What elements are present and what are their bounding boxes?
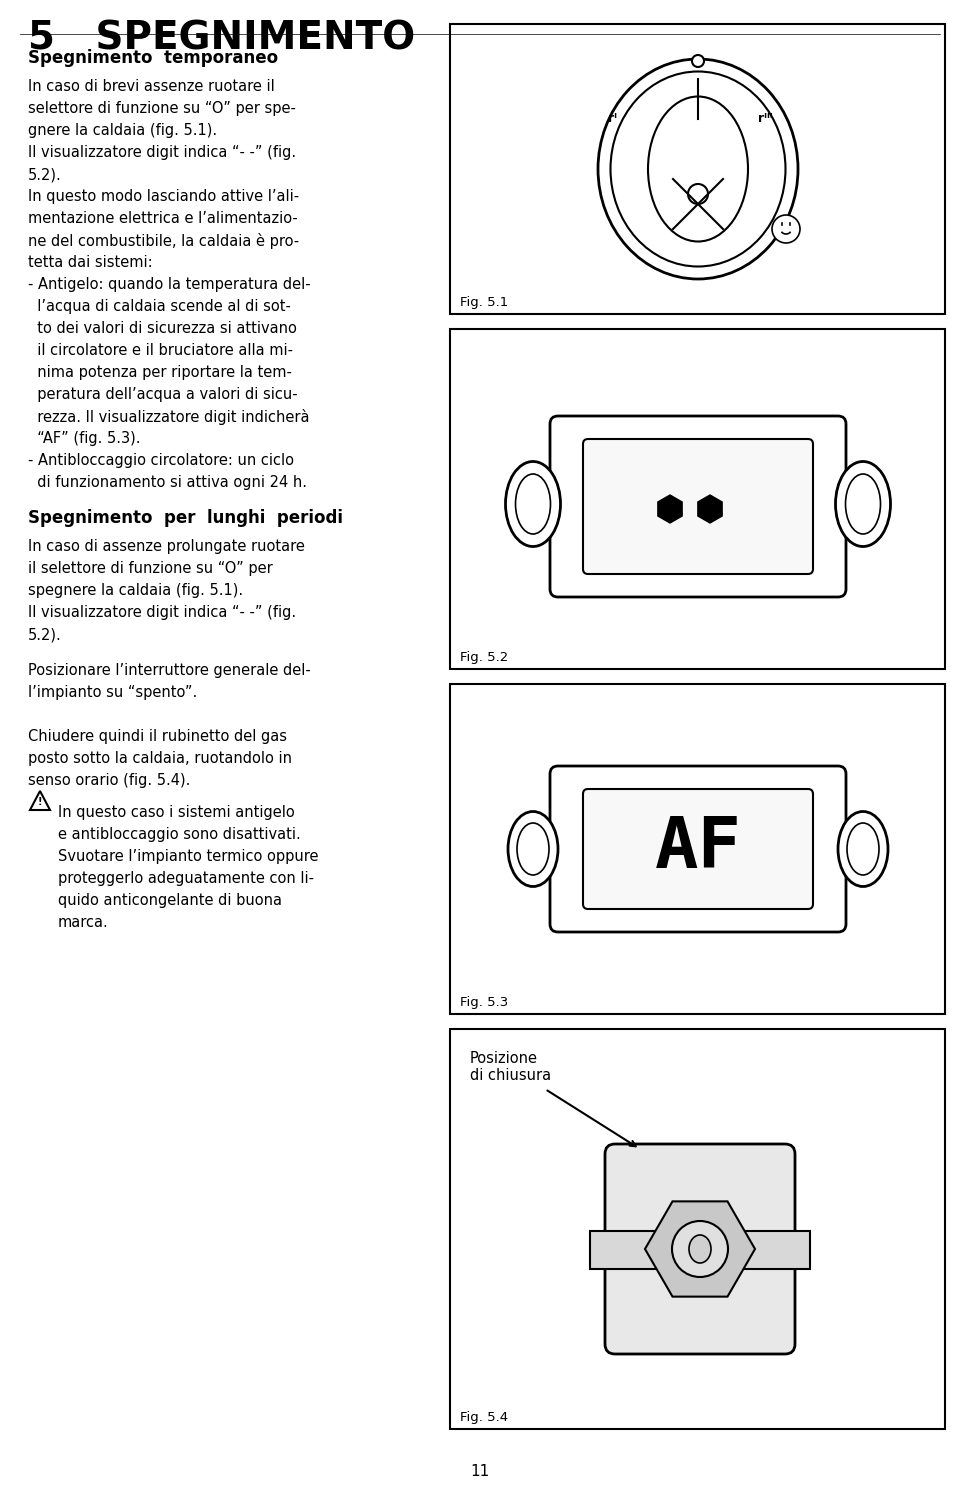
Text: Posizione
di chiusura: Posizione di chiusura <box>470 1050 551 1083</box>
Ellipse shape <box>516 474 550 534</box>
Text: 11: 11 <box>470 1464 490 1479</box>
Circle shape <box>772 214 800 243</box>
Circle shape <box>692 54 704 66</box>
FancyBboxPatch shape <box>583 789 813 908</box>
Text: AF: AF <box>655 815 741 883</box>
Text: il circolatore e il bruciatore alla mi-: il circolatore e il bruciatore alla mi- <box>28 343 293 358</box>
Text: - Antibloccaggio circolatore: un ciclo: - Antibloccaggio circolatore: un ciclo <box>28 453 294 468</box>
FancyBboxPatch shape <box>605 1144 795 1354</box>
Text: Spegnimento  temporaneo: Spegnimento temporaneo <box>28 48 278 66</box>
Text: to dei valori di sicurezza si attivano: to dei valori di sicurezza si attivano <box>28 321 297 337</box>
Bar <box>450 1029 945 1429</box>
Text: e antibloccaggio sono disattivati.: e antibloccaggio sono disattivati. <box>58 827 300 842</box>
Text: Svuotare l’impianto termico oppure: Svuotare l’impianto termico oppure <box>58 850 319 865</box>
Text: mentazione elettrica e l’alimentazio-: mentazione elettrica e l’alimentazio- <box>28 211 298 226</box>
Bar <box>450 684 945 1014</box>
FancyBboxPatch shape <box>550 416 846 598</box>
Ellipse shape <box>517 822 549 875</box>
FancyBboxPatch shape <box>550 767 846 933</box>
Ellipse shape <box>846 474 880 534</box>
Ellipse shape <box>648 97 748 241</box>
Text: rᴵ: rᴵ <box>608 113 617 125</box>
Circle shape <box>688 184 708 204</box>
Text: tetta dai sistemi:: tetta dai sistemi: <box>28 255 153 270</box>
Text: In caso di assenze prolungate ruotare: In caso di assenze prolungate ruotare <box>28 539 305 554</box>
Text: di funzionamento si attiva ogni 24 h.: di funzionamento si attiva ogni 24 h. <box>28 475 307 490</box>
Text: il selettore di funzione su “O” per: il selettore di funzione su “O” per <box>28 561 273 576</box>
Ellipse shape <box>506 462 561 546</box>
Text: Fig. 5.2: Fig. 5.2 <box>460 650 508 664</box>
Text: gnere la caldaia (fig. 5.1).: gnere la caldaia (fig. 5.1). <box>28 124 217 137</box>
Text: senso orario (fig. 5.4).: senso orario (fig. 5.4). <box>28 773 190 788</box>
Text: Il visualizzatore digit indica “- -” (fig.: Il visualizzatore digit indica “- -” (fi… <box>28 145 296 160</box>
Text: Chiudere quindi il rubinetto del gas: Chiudere quindi il rubinetto del gas <box>28 729 287 744</box>
Text: Fig. 5.4: Fig. 5.4 <box>460 1411 508 1424</box>
Bar <box>450 329 945 668</box>
Text: Fig. 5.3: Fig. 5.3 <box>460 996 508 1010</box>
Text: rezza. Il visualizzatore digit indicherà: rezza. Il visualizzatore digit indicherà <box>28 409 309 426</box>
Text: In questo caso i sistemi antigelo: In questo caso i sistemi antigelo <box>58 804 295 819</box>
Text: peratura dell’acqua a valori di sicu-: peratura dell’acqua a valori di sicu- <box>28 386 298 401</box>
Text: 5.2).: 5.2). <box>28 628 61 641</box>
Text: - Antigelo: quando la temperatura del-: - Antigelo: quando la temperatura del- <box>28 278 311 293</box>
Text: “AF” (fig. 5.3).: “AF” (fig. 5.3). <box>28 432 140 447</box>
Bar <box>590 1231 810 1269</box>
Text: Fig. 5.1: Fig. 5.1 <box>460 296 508 309</box>
Text: 5.2).: 5.2). <box>28 167 61 183</box>
Ellipse shape <box>835 462 891 546</box>
Circle shape <box>672 1221 728 1277</box>
Text: posto sotto la caldaia, ruotandolo in: posto sotto la caldaia, ruotandolo in <box>28 751 292 767</box>
Text: !: ! <box>37 797 42 807</box>
Text: Il visualizzatore digit indica “- -” (fig.: Il visualizzatore digit indica “- -” (fi… <box>28 605 296 620</box>
Bar <box>450 24 945 314</box>
Text: In questo modo lasciando attive l’ali-: In questo modo lasciando attive l’ali- <box>28 189 300 204</box>
Ellipse shape <box>598 59 798 279</box>
Ellipse shape <box>847 822 879 875</box>
FancyBboxPatch shape <box>583 439 813 573</box>
Ellipse shape <box>508 812 558 886</box>
Text: marca.: marca. <box>58 914 108 930</box>
Ellipse shape <box>838 812 888 886</box>
Text: proteggerlo adeguatamente con li-: proteggerlo adeguatamente con li- <box>58 871 314 886</box>
Text: Spegnimento  per  lunghi  periodi: Spegnimento per lunghi periodi <box>28 509 343 527</box>
Ellipse shape <box>611 71 785 267</box>
Text: quido anticongelante di buona: quido anticongelante di buona <box>58 893 282 908</box>
Text: nima potenza per riportare la tem-: nima potenza per riportare la tem- <box>28 365 292 380</box>
Text: selettore di funzione su “O” per spe-: selettore di funzione su “O” per spe- <box>28 101 296 116</box>
Text: l’acqua di caldaia scende al di sot-: l’acqua di caldaia scende al di sot- <box>28 299 291 314</box>
Text: ne del combustibile, la caldaia è pro-: ne del combustibile, la caldaia è pro- <box>28 232 300 249</box>
Text: In caso di brevi assenze ruotare il: In caso di brevi assenze ruotare il <box>28 78 275 94</box>
Text: l’impianto su “spento”.: l’impianto su “spento”. <box>28 685 197 700</box>
Text: Posizionare l’interruttore generale del-: Posizionare l’interruttore generale del- <box>28 662 311 678</box>
Text: rᴵᴵᴵ: rᴵᴵᴵ <box>758 113 773 125</box>
Text: 5   SPEGNIMENTO: 5 SPEGNIMENTO <box>28 20 416 57</box>
Text: spegnere la caldaia (fig. 5.1).: spegnere la caldaia (fig. 5.1). <box>28 582 243 598</box>
Ellipse shape <box>689 1234 711 1263</box>
